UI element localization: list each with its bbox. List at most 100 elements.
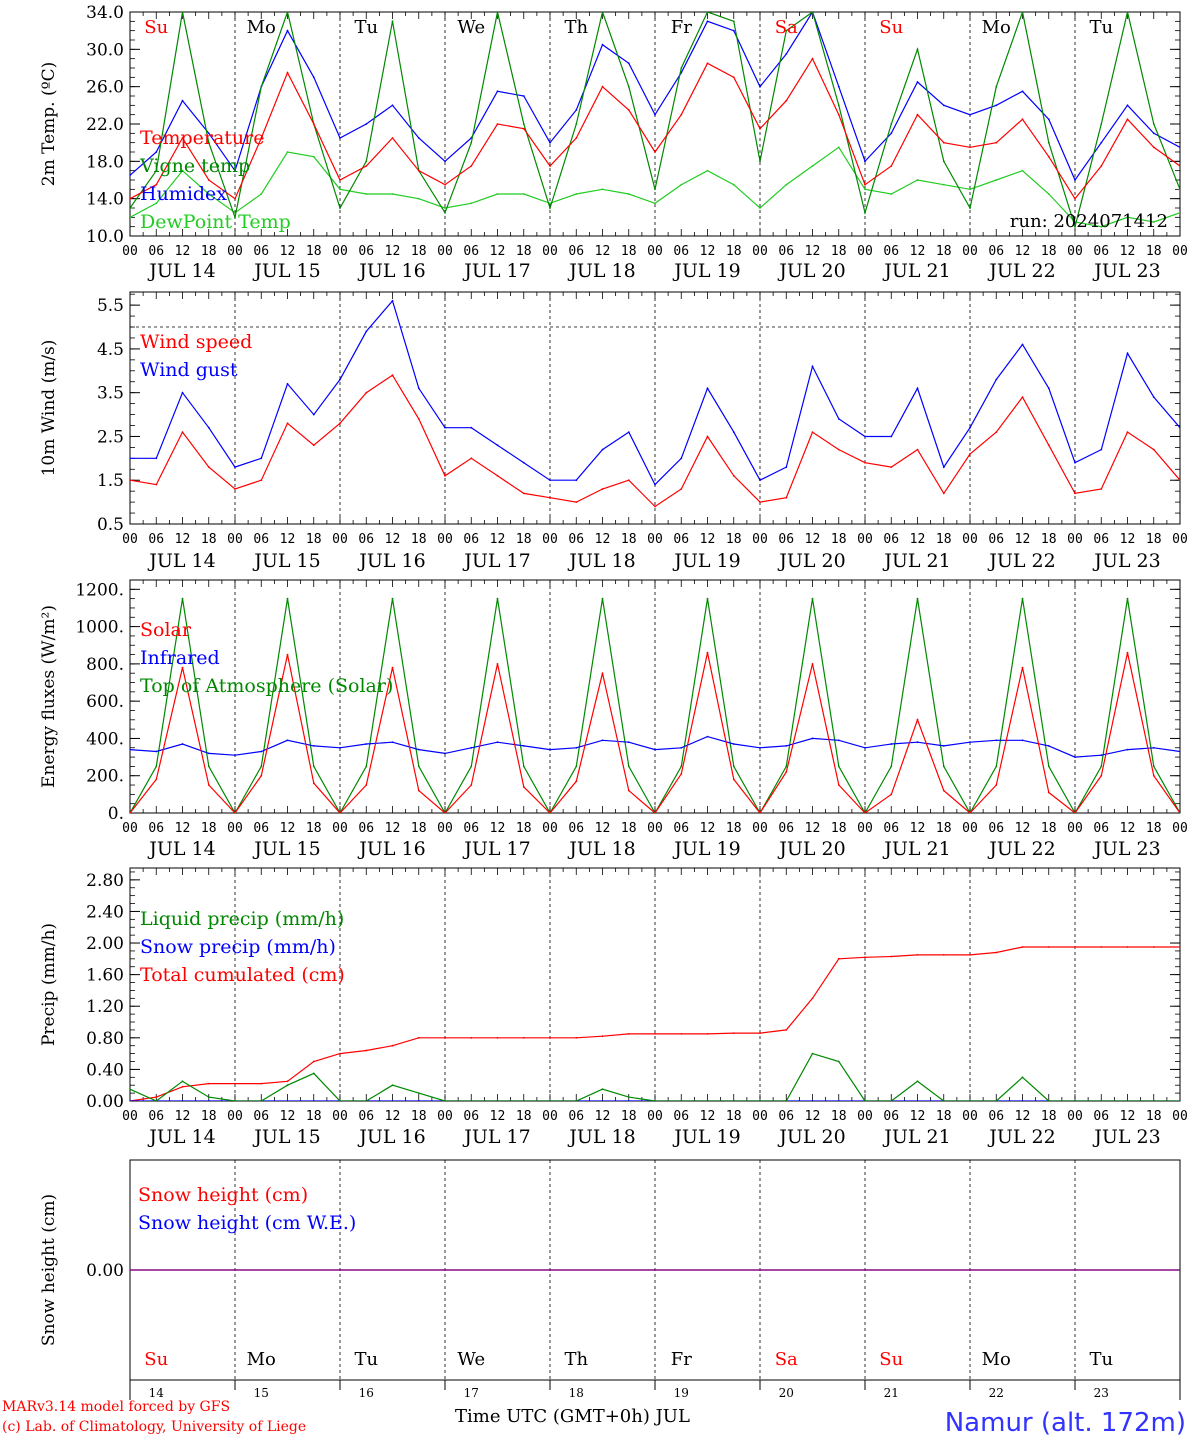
hour-tick-label: 18 — [516, 532, 532, 547]
data-point — [890, 793, 893, 796]
data-point — [680, 773, 683, 775]
hour-tick-label: 00 — [857, 244, 873, 259]
data-point — [130, 479, 131, 482]
data-point — [890, 132, 893, 135]
day-label: JUL 18 — [567, 260, 635, 282]
data-point — [1126, 946, 1129, 948]
data-point — [601, 597, 604, 600]
hour-tick-label: 06 — [1093, 1109, 1109, 1124]
data-point — [1126, 12, 1129, 13]
y-tick-label: 600. — [86, 692, 124, 712]
data-point — [916, 179, 919, 181]
legend-entry: Wind gust — [140, 359, 238, 381]
hour-tick-label: 12 — [175, 532, 191, 547]
data-point — [181, 169, 184, 172]
hour-tick-label: 00 — [1172, 532, 1188, 547]
hour-tick-label: 00 — [1067, 1109, 1083, 1124]
data-point — [837, 765, 840, 768]
hour-tick-label: 00 — [437, 821, 453, 836]
data-point — [496, 193, 499, 195]
panel-3: 0. 200. 400. 600. 800. 1000. 1200. Energy fluxe… — [39, 579, 1188, 860]
hour-tick-label: 06 — [883, 821, 899, 836]
hour-tick-label: 00 — [1172, 1109, 1188, 1124]
data-point — [864, 956, 866, 959]
day-label: JUL 18 — [567, 550, 635, 572]
data-point — [470, 457, 473, 460]
data-point — [1100, 765, 1103, 768]
hour-tick-label: 12 — [1120, 1109, 1136, 1124]
data-point — [1126, 118, 1129, 121]
data-point — [470, 1036, 473, 1039]
data-point — [864, 812, 866, 813]
day-label: JUL 14 — [147, 838, 215, 860]
data-point — [942, 104, 945, 107]
data-point — [365, 391, 368, 394]
data-point — [496, 597, 499, 600]
data-point — [916, 741, 919, 744]
hour-tick-label: 12 — [490, 1109, 506, 1124]
day-label: JUL 22 — [987, 550, 1055, 572]
data-point — [864, 435, 866, 438]
y-tick-label: 0.80 — [86, 1029, 124, 1049]
data-point — [627, 1033, 630, 1035]
day-label: JUL 20 — [777, 1126, 845, 1148]
data-point — [680, 113, 683, 116]
hour-tick-label: 18 — [621, 821, 637, 836]
data-point — [601, 448, 604, 451]
weekday-bottom-label: Mo — [247, 1349, 276, 1370]
day-label: JUL 22 — [987, 1126, 1055, 1148]
y-tick-label: 2.80 — [86, 871, 124, 891]
data-point — [391, 666, 394, 669]
data-point — [969, 954, 971, 956]
data-point — [130, 1100, 131, 1101]
hour-tick-label: 12 — [1015, 244, 1031, 259]
hour-tick-label: 12 — [280, 244, 296, 259]
data-point — [496, 123, 499, 125]
y-axis-title: 10m Wind (m/s) — [39, 340, 59, 477]
data-point — [312, 1060, 315, 1063]
hour-tick-label: 18 — [1041, 1109, 1057, 1124]
data-point — [234, 466, 236, 468]
y-tick-label: 0.5 — [97, 515, 124, 535]
data-point — [470, 765, 473, 768]
weekday-top-label: Mo — [982, 17, 1011, 38]
data-point — [1021, 343, 1024, 346]
hour-tick-label: 18 — [411, 821, 427, 836]
y-tick-label: 800. — [86, 655, 124, 675]
data-point — [706, 1100, 709, 1101]
legend-entry: Humidex — [140, 183, 227, 205]
y-tick-label: 1.60 — [86, 966, 124, 986]
data-point — [732, 20, 735, 23]
data-point — [1074, 197, 1076, 200]
data-point — [286, 29, 289, 32]
data-point — [864, 183, 866, 186]
data-point — [260, 774, 263, 777]
data-point — [942, 160, 945, 163]
hour-tick-label: 12 — [490, 244, 506, 259]
data-point — [627, 1100, 630, 1101]
hour-tick-label: 00 — [122, 821, 138, 836]
data-point — [417, 765, 420, 768]
hour-tick-label: 12 — [700, 821, 716, 836]
hour-tick-label: 18 — [621, 532, 637, 547]
data-point — [522, 1100, 525, 1101]
data-point — [130, 197, 131, 200]
data-point — [286, 71, 289, 74]
data-point — [549, 141, 551, 144]
station-label: Namur (alt. 172m) — [944, 1408, 1186, 1438]
data-point — [680, 67, 683, 69]
data-point — [890, 123, 893, 125]
data-point — [785, 183, 788, 186]
data-point — [811, 365, 814, 368]
hour-tick-label: 06 — [358, 1109, 374, 1124]
hour-tick-label: 12 — [910, 244, 926, 259]
weekday-bottom-label: We — [457, 1349, 485, 1370]
y-axis-title: 2m Temp. (ºC) — [39, 62, 59, 187]
data-point — [234, 197, 236, 200]
data-point — [916, 113, 919, 116]
day-label: JUL 23 — [1092, 260, 1160, 282]
data-point — [942, 765, 945, 768]
y-tick-label: 0.00 — [86, 1092, 124, 1112]
data-point — [1152, 765, 1155, 768]
data-point — [890, 743, 893, 745]
